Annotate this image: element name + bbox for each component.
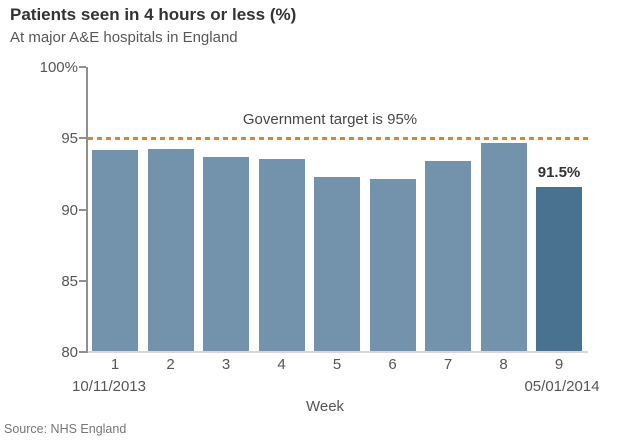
y-tick-mark bbox=[79, 208, 86, 211]
bar-week-7 bbox=[425, 161, 471, 351]
start-date-label: 10/11/2013 bbox=[72, 378, 146, 395]
bar-week-1 bbox=[92, 150, 138, 351]
value-label: 91.5% bbox=[537, 164, 581, 182]
y-tick-label: 80 bbox=[61, 344, 78, 361]
y-tick-label: 90 bbox=[61, 201, 78, 219]
y-tick-label: 100% bbox=[39, 59, 78, 76]
y-tick-label: 95 bbox=[61, 130, 78, 148]
chart-title: Patients seen in 4 hours or less (%) bbox=[10, 5, 297, 24]
x-tick-label: 6 bbox=[388, 356, 397, 373]
x-tick-label: 1 bbox=[110, 356, 120, 373]
end-date-label: 05/01/2014 bbox=[524, 378, 600, 395]
x-tick-label: 7 bbox=[443, 356, 453, 373]
bar-week-6 bbox=[369, 178, 416, 351]
x-tick-label: 9 bbox=[554, 356, 564, 373]
source-note: Source: NHS England bbox=[4, 422, 127, 436]
x-tick-label: 3 bbox=[221, 356, 231, 373]
bar-week-8 bbox=[480, 142, 527, 351]
x-tick-label: 2 bbox=[166, 356, 175, 373]
bar-week-2 bbox=[147, 148, 194, 351]
x-tick-label: 4 bbox=[277, 356, 286, 373]
y-tick-mark bbox=[79, 351, 86, 353]
y-tick-mark bbox=[79, 137, 86, 140]
chart-subtitle: At major A&E hospitals in England bbox=[10, 29, 238, 46]
plot-area: Government target is 95% 91.5% 10/11/201… bbox=[72, 67, 600, 395]
x-axis-title: Week bbox=[305, 398, 345, 415]
y-tick-mark bbox=[79, 279, 86, 282]
x-axis-line bbox=[88, 351, 588, 353]
x-tick-label: 8 bbox=[499, 356, 508, 373]
target-line bbox=[88, 137, 588, 141]
y-tick-label: 85 bbox=[61, 272, 78, 290]
bar-week-3 bbox=[203, 157, 249, 351]
y-tick-mark bbox=[79, 66, 86, 68]
bar-week-4 bbox=[258, 158, 305, 351]
x-tick-label: 5 bbox=[332, 356, 342, 373]
bar-week-5 bbox=[314, 177, 360, 351]
y-axis-line bbox=[86, 67, 88, 353]
target-label: Government target is 95% bbox=[242, 111, 418, 129]
bar-week-9 bbox=[536, 187, 582, 351]
